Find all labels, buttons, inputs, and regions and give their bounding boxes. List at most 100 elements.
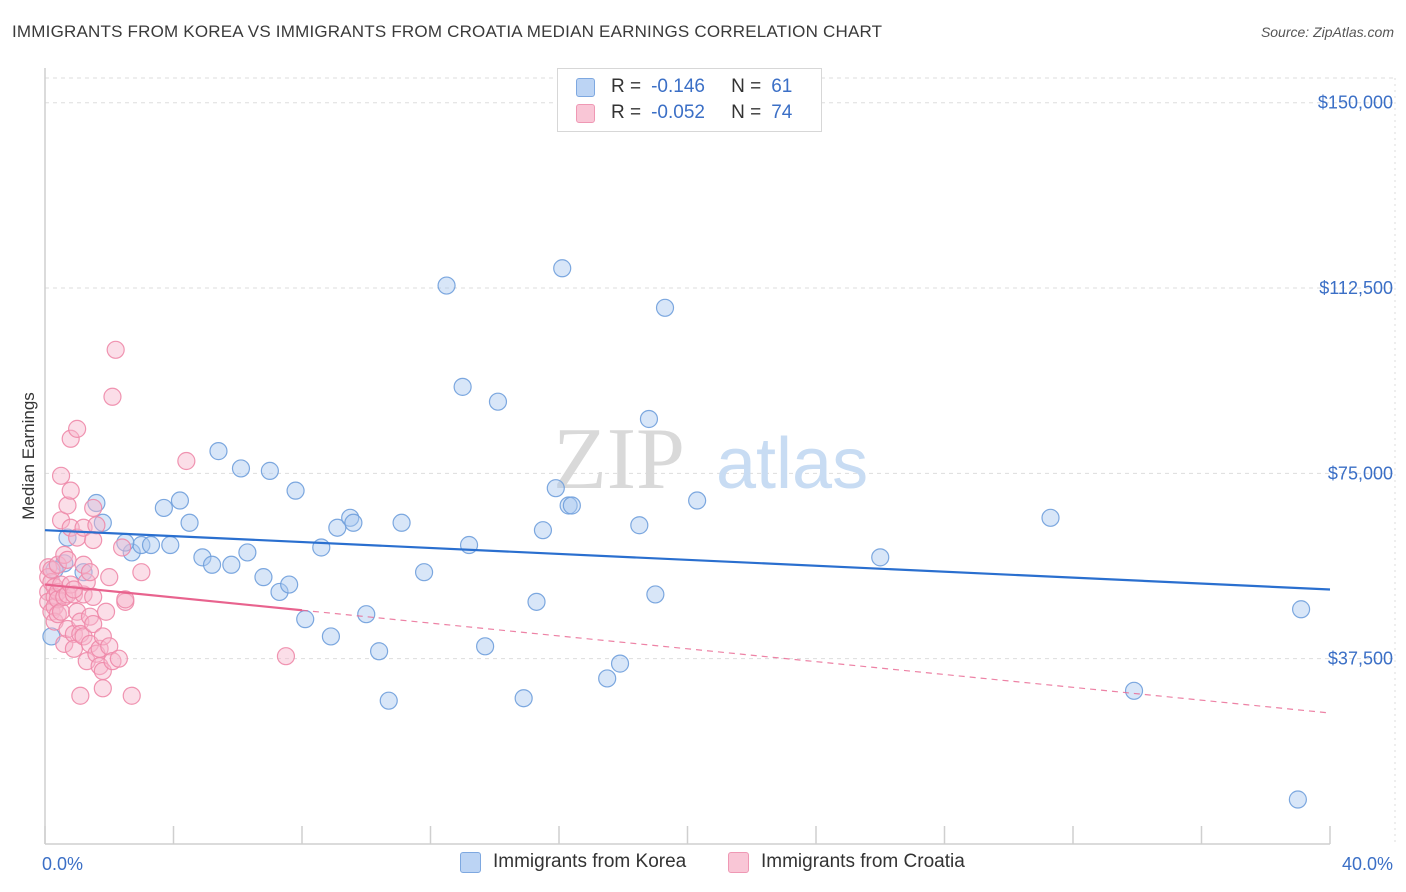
korea-point-18 [238,543,257,562]
korea-point-10 [161,535,180,555]
legend-croatia-n-label: N = [731,102,762,123]
x-tick-label-1: 40.0% [1342,854,1393,874]
x-tick-label-0: 0.0% [42,854,83,874]
croatia-point-47 [80,563,100,582]
croatia-point-64 [106,340,125,359]
croatia-point-37 [71,686,90,705]
legend-korea-n-value: 61 [771,76,793,97]
korea-point-8 [141,535,161,555]
axes [44,68,1331,845]
legend-korea-r-label: R = [611,76,642,97]
croatia-point-11 [48,555,67,574]
korea-point-38 [476,637,495,656]
croatia-point-58 [93,679,112,698]
korea-point-43 [546,479,565,498]
legend-croatia-n-value: 74 [771,102,793,123]
series-korea-points [42,259,1311,809]
korea-point-19 [254,568,273,587]
korea-point-40 [514,689,533,708]
croatia-point-14 [48,605,67,624]
croatia-point-59 [96,602,116,621]
korea-point-49 [630,516,649,535]
croatia-point-63 [103,387,122,406]
korea-point-12 [180,513,199,532]
croatia-point-33 [68,419,87,438]
legend-row-croatia: R = -0.052 N = 74 [576,100,792,126]
source-label: Source: ZipAtlas.com [1260,24,1394,40]
korea-point-58 [1288,790,1307,809]
croatia-point-61 [100,568,119,587]
series-legend-croatia-swatch [728,851,749,873]
croatia-point-66 [112,538,132,557]
croatia-trend-line-dashed [301,609,1331,714]
series-legend-croatia: Immigrants from Croatia [728,851,965,873]
series-legend-croatia-label: Immigrants from Croatia [761,851,965,872]
croatia-point-27 [61,429,80,448]
korea-point-13 [193,548,212,567]
legend-korea-n-label: N = [731,76,762,97]
korea-point-42 [533,521,553,540]
croatia-point-57 [93,627,112,646]
legend-swatch-korea [576,77,595,97]
korea-point-34 [414,563,434,582]
croatia-point-42 [74,627,93,646]
korea-point-30 [357,605,376,624]
korea-point-51 [646,585,665,604]
korea-point-14 [202,555,222,574]
croatia-point-38 [71,624,90,644]
series-legend-korea-label: Immigrants from Korea [493,851,687,872]
croatia-point-15 [51,466,71,485]
korea-point-36 [453,377,472,396]
korea-point-57 [1291,600,1311,619]
croatia-point-31 [64,585,84,604]
croatia-point-70 [132,563,151,582]
croatia-point-52 [87,516,106,535]
korea-point-6 [122,543,141,562]
series-legend-korea-swatch [460,851,481,873]
korea-point-47 [598,669,617,688]
korea-point-56 [1124,681,1144,700]
croatia-point-60 [100,637,119,656]
korea-point-2 [58,528,77,547]
croatia-point-40 [74,555,93,574]
chart-title: IMMIGRANTS FROM KOREA VS IMMIGRANTS FROM… [12,22,883,41]
legend: R = -0.146 N = 61 R = -0.052 N = 74 [557,68,822,132]
korea-point-50 [639,409,659,429]
korea-point-25 [312,538,331,557]
korea-point-39 [488,392,508,411]
y-tick-label-1: $75,000 [1328,463,1393,483]
series-legend-korea: Immigrants from Korea [460,851,686,873]
korea-point-15 [209,442,228,461]
watermark-atlas: atlas [716,424,868,504]
korea-point-41 [527,592,546,611]
legend-row-korea: R = -0.146 N = 61 [576,74,792,100]
korea-point-48 [610,654,630,673]
korea-point-32 [379,691,398,710]
korea-point-44 [553,259,572,278]
korea-point-22 [280,575,299,594]
croatia-point-23 [58,550,77,569]
korea-trend-line [44,529,1331,591]
korea-point-35 [437,276,456,295]
y-tick-labels: $37,500 $75,000 $112,500 $150,000 [1318,93,1393,669]
y-axis-label: Median Earnings [19,392,38,520]
korea-point-9 [154,498,173,518]
korea-point-20 [260,461,279,480]
y-tick-label-2: $112,500 [1319,278,1393,298]
croatia-point-22 [58,496,77,515]
korea-point-24 [296,610,315,629]
croatia-point-69 [122,686,141,705]
korea-point-3 [74,563,93,582]
legend-croatia-r-label: R = [611,102,642,123]
korea-point-4 [87,493,106,513]
watermark-zip: ZIP [553,411,685,508]
croatia-point-72 [276,647,296,666]
croatia-point-49 [84,530,103,550]
croatia-trend-line-solid [44,583,303,612]
korea-point-52 [655,298,675,317]
series-croatia-points [39,340,296,705]
korea-point-17 [231,459,251,478]
legend-korea-r-value: -0.146 [651,76,705,97]
legend-croatia-r-value: -0.052 [651,102,705,123]
